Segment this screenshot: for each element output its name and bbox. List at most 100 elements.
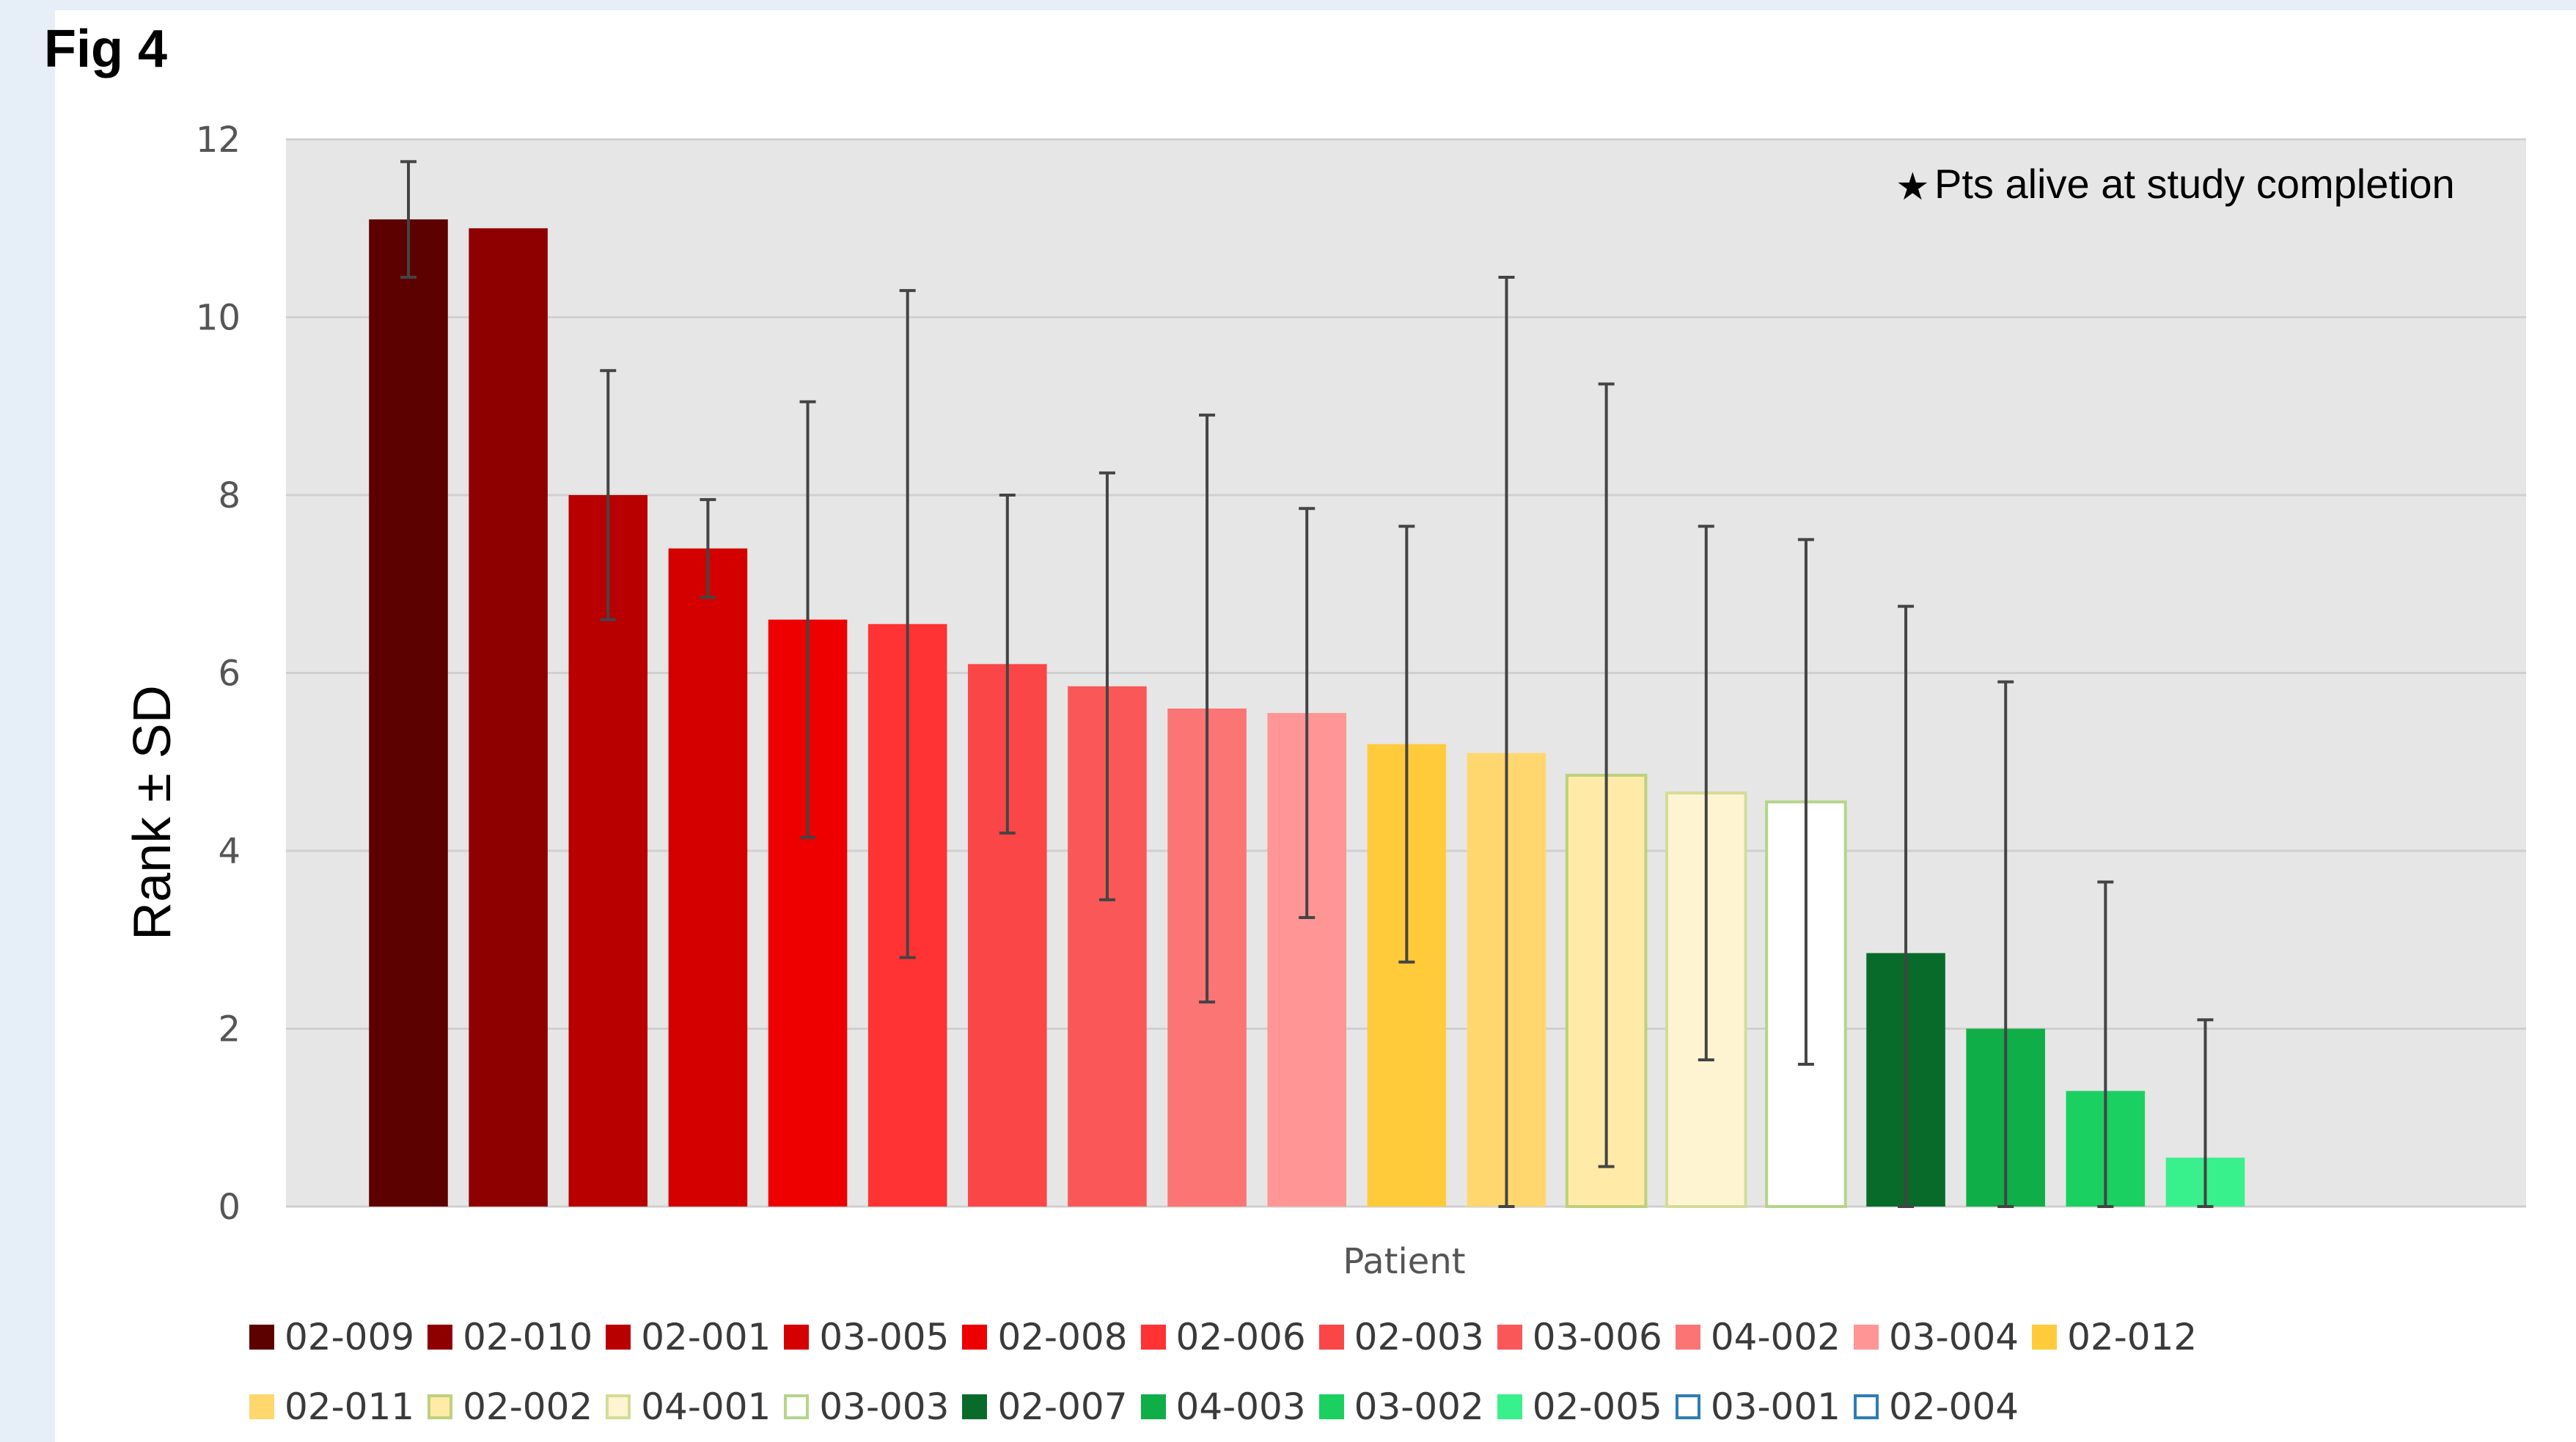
y-tick-label: 10 (196, 298, 241, 339)
legend-label: 04-003 (1175, 1385, 1306, 1428)
legend-label: 02-008 (997, 1315, 1128, 1358)
legend-label: 02-002 (463, 1385, 593, 1428)
error-bar-04-002 (1199, 413, 1216, 1004)
x-axis-label: Patient (1343, 1241, 1465, 1282)
legend-label: 03-003 (819, 1385, 950, 1428)
star-icon: ★ (1896, 165, 1930, 209)
legend-label: 02-011 (285, 1385, 415, 1428)
legend-row: 02-009 02-010 02-001 03-005 02-008 02-006 02-0… (249, 1302, 2449, 1372)
legend-swatch (1140, 1324, 1166, 1350)
y-tick-label: 4 (218, 831, 241, 872)
legend-swatch (1675, 1394, 1700, 1419)
legend-label: 03-006 (1532, 1315, 1662, 1358)
legend-label: 02-003 (1354, 1315, 1484, 1358)
legend-swatch (962, 1394, 988, 1419)
legend-swatch (1497, 1394, 1522, 1419)
error-bar-02-009 (400, 160, 417, 279)
legend-label: 03-002 (1354, 1385, 1484, 1428)
error-bar-02-006 (899, 289, 916, 959)
y-tick-label: 0 (218, 1187, 241, 1228)
legend-item-02-006: 02-006 (1140, 1315, 1306, 1358)
legend-swatch (428, 1324, 453, 1350)
legend-swatch (428, 1394, 453, 1419)
legend-item-02-005: 02-005 (1497, 1386, 1662, 1428)
error-bar-02-008 (799, 400, 816, 839)
legend-label: 03-004 (1888, 1315, 2019, 1358)
legend-item-02-002: 02-002 (428, 1386, 592, 1428)
legend-swatch (1497, 1324, 1522, 1350)
legend-label: 04-001 (641, 1385, 771, 1428)
legend-label: 04-002 (1710, 1315, 1841, 1358)
legend-swatch (1140, 1394, 1166, 1419)
legend-swatch (1318, 1324, 1344, 1350)
legend-label: 02-005 (1532, 1385, 1662, 1428)
error-bar-02-003 (999, 494, 1016, 835)
y-tick-labels: 0 2 4 6 8 10 12 (196, 120, 241, 1228)
legend-label: 02-004 (1888, 1385, 2019, 1428)
legend-item-03-006: 03-006 (1497, 1316, 1662, 1358)
legend-item-02-012: 02-012 (2032, 1316, 2197, 1358)
legend-swatch (1853, 1394, 1879, 1419)
error-bar-04-001 (1698, 524, 1714, 1061)
error-bar-02-007 (1898, 604, 1915, 1208)
legend-swatch (1853, 1324, 1879, 1350)
y-tick-label: 12 (196, 120, 241, 161)
legend-swatch (249, 1324, 274, 1350)
legend-swatch (962, 1324, 988, 1350)
legend-item-03-002: 03-002 (1318, 1385, 1484, 1428)
error-bar-02-005 (2197, 1018, 2214, 1208)
legend-label: 02-012 (2067, 1315, 2198, 1358)
legend-label: 03-001 (1710, 1385, 1841, 1428)
y-tick-label: 6 (218, 654, 241, 695)
legend-item-03-005: 03-005 (784, 1316, 949, 1358)
legend-swatch (784, 1324, 810, 1350)
error-bar-03-004 (1299, 507, 1315, 919)
error-bar-03-006 (1098, 471, 1115, 901)
legend-label: 02-001 (641, 1315, 771, 1358)
chart-annotation: Pts alive at study completion (1934, 161, 2455, 207)
error-bars (400, 160, 2214, 1208)
legend-item-04-002: 04-002 (1675, 1315, 1841, 1358)
legend-row: 02-011 02-002 04-001 03-003 02-007 04-003 03-0… (249, 1372, 2449, 1441)
legend-item-03-003: 03-003 (784, 1386, 949, 1428)
y-tick-label: 2 (218, 1009, 241, 1050)
legend-swatch (1318, 1394, 1344, 1419)
legend-item-03-001: 03-001 (1675, 1385, 1841, 1428)
bar-02-009 (369, 219, 448, 1207)
legend-swatch (2032, 1324, 2058, 1350)
legend-item-03-004: 03-004 (1853, 1315, 2019, 1358)
legend-item-02-007: 02-007 (962, 1385, 1128, 1428)
legend-item-02-001: 02-001 (606, 1316, 771, 1358)
legend-label: 03-005 (819, 1315, 950, 1358)
bar-02-010 (469, 228, 548, 1207)
legend-item-02-010: 02-010 (428, 1316, 592, 1358)
legend-label: 02-006 (1175, 1315, 1306, 1358)
legend-swatch (606, 1394, 631, 1419)
legend-label: 02-007 (997, 1385, 1128, 1428)
error-bar-02-001 (600, 369, 617, 621)
legend-swatch (784, 1394, 810, 1419)
error-bar-03-003 (1797, 538, 1814, 1066)
legend-item-02-003: 02-003 (1318, 1315, 1484, 1358)
error-bar-04-003 (1997, 680, 2014, 1208)
legend-label: 02-009 (285, 1315, 415, 1358)
y-tick-label: 8 (218, 475, 241, 516)
legend-swatch (1675, 1324, 1700, 1350)
error-bar-03-005 (700, 498, 716, 599)
error-bar-02-012 (1398, 524, 1415, 964)
legend-item-04-001: 04-001 (606, 1386, 771, 1428)
legend-swatch (249, 1394, 274, 1419)
legend-item-02-011: 02-011 (249, 1386, 414, 1428)
error-bar-03-002 (2097, 880, 2114, 1208)
bar-03-005 (668, 548, 748, 1207)
error-bar-02-011 (1498, 275, 1515, 1208)
error-bar-02-002 (1598, 382, 1615, 1168)
legend-item-02-004: 02-004 (1853, 1385, 2019, 1428)
legend-swatch (606, 1324, 631, 1350)
legend: 02-009 02-010 02-001 03-005 02-008 02-006 02-0… (249, 1302, 2449, 1441)
legend-item-04-003: 04-003 (1140, 1385, 1306, 1428)
figure-label: Fig 4 (44, 20, 168, 78)
legend-label: 02-010 (463, 1315, 593, 1358)
legend-item-02-009: 02-009 (249, 1316, 414, 1358)
